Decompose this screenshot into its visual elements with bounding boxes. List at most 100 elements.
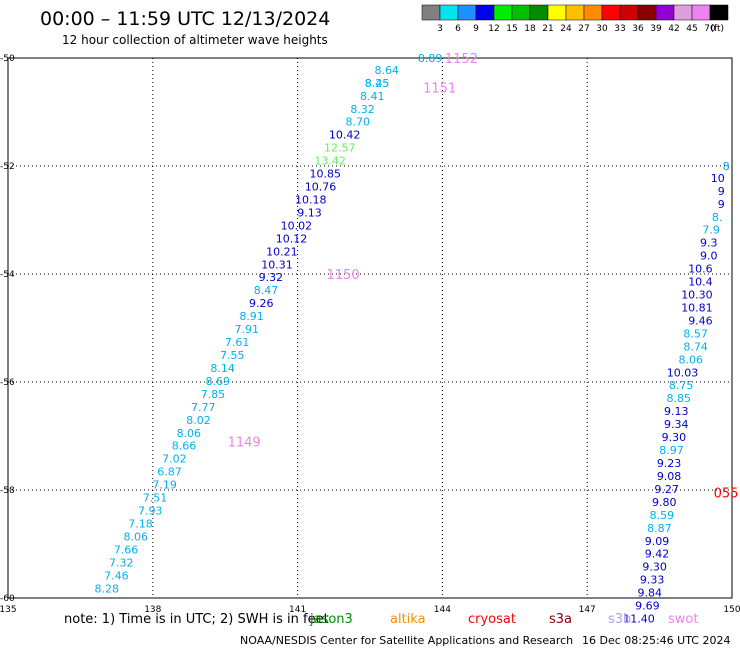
wave-height-point: 7.85: [201, 388, 226, 401]
plot-frame: [7, 57, 733, 599]
wave-height-point: 8.: [712, 211, 723, 224]
y-tick-label: -60: [0, 594, 15, 604]
pass-label: 055: [714, 487, 739, 502]
y-tick-label: -50: [0, 54, 15, 64]
wave-height-point: 8: [723, 160, 730, 173]
wave-height-point: 12.57: [324, 142, 356, 155]
colorbar-swatch: [457, 4, 477, 21]
wave-height-point: 9.13: [664, 405, 689, 418]
colorbar-swatch: [691, 4, 711, 21]
wave-height-point: 8.02: [186, 414, 211, 427]
footer-note: note: 1) Time is in UTC; 2) SWH is in fe…: [64, 612, 329, 627]
wave-height-point: 10.31: [261, 258, 293, 271]
pass-label: 1152: [445, 52, 478, 67]
generated-timestamp: 16 Dec 08:25:46 UTC 2024: [582, 634, 731, 647]
wave-height-point: 8.28: [95, 582, 120, 595]
wave-height-point: 8.59: [650, 509, 675, 522]
pass-label: 1151: [423, 82, 456, 97]
wave-height-point: 8.47: [254, 284, 279, 297]
wave-height-point: 8.14: [210, 362, 235, 375]
wave-height-point: 9: [718, 185, 725, 198]
satellite-label-s3b: s3b: [608, 612, 632, 627]
colorbar-label: 27: [578, 24, 589, 34]
wave-height-point: 10: [711, 172, 725, 185]
wave-height-point: 8.06: [177, 427, 202, 440]
colorbar-swatch: [547, 4, 567, 21]
wave-height-point: 9.69: [635, 600, 660, 613]
wave-height-point: 9.13: [297, 206, 322, 219]
wave-height-point: 8.70: [346, 116, 371, 129]
colorbar-label: 18: [524, 24, 536, 34]
wave-height-point: 11.40: [623, 613, 655, 626]
wave-height-point: 7.18: [128, 517, 153, 530]
x-tick-label: 144: [434, 605, 451, 615]
colorbar-swatch: [637, 4, 657, 21]
colorbar-swatch: [673, 4, 693, 21]
colorbar-label: 45: [686, 24, 697, 34]
colorbar-label: 30: [596, 24, 608, 34]
colorbar-unit: (ft): [710, 24, 724, 34]
wave-height-point: 9.30: [662, 431, 687, 444]
pass-label: 1150: [327, 268, 360, 283]
wave-height-point: 9.80: [652, 496, 677, 509]
wave-height-point: 10.4: [688, 276, 713, 289]
wave-height-point: 10.21: [266, 245, 298, 258]
wave-height-point: 9.0: [700, 250, 718, 263]
wave-height-point: 9.34: [664, 418, 689, 431]
wave-height-point: 10.76: [305, 181, 337, 194]
wave-height-point: 10.42: [329, 129, 361, 142]
x-tick-label: 147: [579, 605, 596, 615]
wave-height-point: 7.32: [109, 556, 134, 569]
colorbar-label: 42: [668, 24, 679, 34]
wave-height-point: 8.91: [239, 310, 264, 323]
wave-height-point: 8.06: [123, 530, 148, 543]
page-title: 00:00 – 11:59 UTC 12/13/2024: [40, 8, 331, 30]
wave-height-point: 10.81: [681, 301, 713, 314]
satellite-label-s3a: s3a: [549, 612, 573, 627]
x-tick-label: 135: [0, 605, 17, 615]
wave-height-point: 8.32: [350, 103, 375, 116]
colorbar-swatch: [511, 4, 531, 21]
wave-height-point: 9.26: [249, 297, 274, 310]
wave-height-point: 10.6: [688, 263, 713, 276]
wave-height-point: 7.61: [225, 336, 250, 349]
wave-height-point: 7.66: [114, 543, 139, 556]
wave-height-point: 10.18: [295, 193, 327, 206]
wave-height-point: 9.33: [640, 574, 665, 587]
wave-height-point: 8.89: [418, 52, 443, 65]
wave-height-point: 8.75: [669, 379, 694, 392]
wave-height-point: 9.27: [654, 483, 679, 496]
colorbar-label: 9: [473, 24, 479, 34]
credit-line: NOAA/NESDIS Center for Satellite Applica…: [240, 634, 574, 647]
colorbar-label: 21: [542, 24, 553, 34]
colorbar-label: 33: [614, 24, 625, 34]
wave-height-point: 7.02: [162, 453, 187, 466]
wave-height-point: 10.30: [681, 289, 713, 302]
wave-height-point: 9.23: [657, 457, 682, 470]
colorbar-label: 39: [650, 24, 662, 34]
wave-height-point: 10.12: [276, 232, 308, 245]
colorbar-swatch: [421, 4, 441, 21]
x-tick-label: 150: [723, 605, 740, 615]
wave-height-point: 7.91: [234, 323, 259, 336]
colorbar-swatch: [439, 4, 459, 21]
wave-height-point: 10.85: [310, 168, 342, 181]
wave-height-point: 8.45: [365, 77, 390, 90]
wave-height-point: 6.87: [157, 466, 182, 479]
wave-height-point: 8.25: [365, 77, 390, 90]
pass-label: 1149: [228, 435, 261, 450]
satellite-label-cryosat: cryosat: [468, 612, 516, 627]
colorbar-label: 15: [506, 24, 517, 34]
wave-height-point: 8.97: [659, 444, 684, 457]
wave-height-point: 9.3: [700, 237, 718, 250]
wave-height-point: 8.87: [647, 522, 672, 535]
colorbar-label: 70: [704, 24, 716, 34]
wave-height-point: 7.55: [220, 349, 245, 362]
wave-height-point: 9.08: [657, 470, 682, 483]
y-tick-label: -52: [0, 162, 15, 172]
wave-height-point: 9.09: [645, 535, 670, 548]
y-tick-label: -54: [0, 270, 15, 280]
colorbar-swatch: [493, 4, 513, 21]
wave-height-point: 8.57: [683, 327, 708, 340]
